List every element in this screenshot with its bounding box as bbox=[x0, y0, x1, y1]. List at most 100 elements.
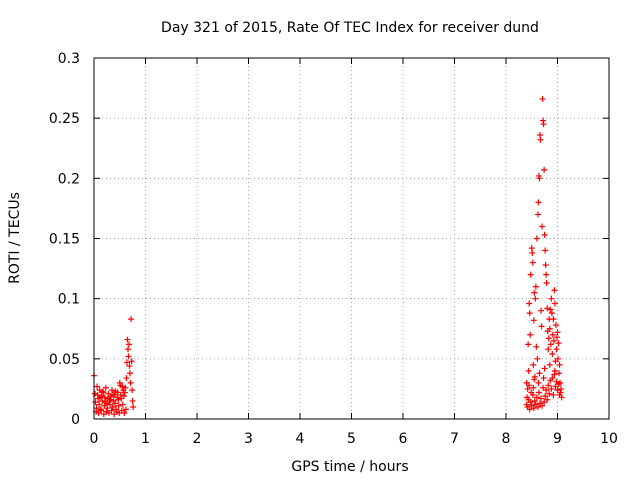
data-point bbox=[130, 403, 137, 410]
data-point bbox=[531, 289, 538, 296]
data-point bbox=[527, 399, 534, 406]
data-point bbox=[556, 391, 563, 398]
x-tick-label: 0 bbox=[90, 431, 99, 447]
data-point bbox=[529, 249, 536, 256]
data-point bbox=[548, 295, 555, 302]
data-point bbox=[543, 387, 550, 394]
y-axis-label: ROTI / TECUs bbox=[7, 192, 23, 284]
data-point bbox=[539, 223, 546, 230]
data-point bbox=[117, 391, 124, 398]
data-point bbox=[541, 166, 548, 173]
data-point bbox=[526, 310, 533, 317]
data-point bbox=[94, 383, 101, 390]
data-point bbox=[554, 329, 561, 336]
data-point bbox=[104, 405, 111, 412]
data-point bbox=[97, 394, 104, 401]
data-point bbox=[115, 396, 122, 403]
data-point bbox=[96, 401, 103, 408]
data-point bbox=[548, 385, 555, 392]
data-point bbox=[108, 407, 115, 414]
data-point bbox=[546, 325, 553, 332]
data-point bbox=[538, 307, 545, 314]
data-point bbox=[554, 387, 561, 394]
data-point bbox=[125, 353, 132, 360]
data-point bbox=[109, 403, 116, 410]
x-tick-label: 6 bbox=[399, 431, 408, 447]
y-tick-label: 0.15 bbox=[49, 232, 80, 248]
data-point bbox=[540, 384, 547, 391]
data-point bbox=[115, 402, 122, 409]
data-point bbox=[535, 199, 542, 206]
data-point bbox=[551, 287, 558, 294]
data-point bbox=[555, 381, 562, 388]
data-point bbox=[540, 121, 547, 128]
data-point bbox=[529, 391, 536, 398]
data-point bbox=[550, 337, 557, 344]
data-point bbox=[541, 399, 548, 406]
data-point bbox=[549, 351, 556, 358]
data-point bbox=[546, 361, 553, 368]
data-point bbox=[547, 341, 554, 348]
data-point bbox=[109, 387, 116, 394]
data-point bbox=[99, 397, 106, 404]
data-point bbox=[120, 393, 127, 400]
y-tick-label: 0 bbox=[71, 412, 80, 428]
data-point bbox=[530, 405, 537, 412]
x-tick-label: 1 bbox=[141, 431, 150, 447]
data-point bbox=[550, 316, 557, 323]
data-point bbox=[127, 379, 134, 386]
y-tick-labels: 0 0.05 0.1 0.15 0.2 0.25 0.3 bbox=[49, 51, 80, 428]
data-point bbox=[552, 322, 559, 329]
data-point bbox=[553, 346, 560, 353]
data-point bbox=[540, 375, 547, 382]
data-point bbox=[555, 355, 562, 362]
y-tick-label: 0.3 bbox=[58, 51, 80, 67]
data-point bbox=[112, 388, 119, 395]
data-point bbox=[99, 388, 106, 395]
data-point bbox=[123, 375, 130, 382]
data-point bbox=[530, 361, 537, 368]
data-point bbox=[544, 305, 551, 312]
data-point bbox=[545, 346, 552, 353]
data-point bbox=[126, 363, 133, 370]
data-point bbox=[533, 235, 540, 242]
data-point bbox=[119, 383, 126, 390]
chart-title: Day 321 of 2015, Rate Of TEC Index for r… bbox=[161, 20, 539, 36]
data-point bbox=[534, 211, 541, 218]
grid-lines bbox=[94, 58, 609, 419]
data-point bbox=[544, 396, 551, 403]
data-point bbox=[129, 397, 136, 404]
data-point bbox=[524, 385, 531, 392]
data-point bbox=[546, 390, 553, 397]
data-point bbox=[525, 367, 532, 374]
data-points bbox=[91, 95, 565, 418]
data-point bbox=[552, 383, 559, 390]
data-point bbox=[533, 394, 540, 401]
data-point bbox=[542, 393, 549, 400]
data-point bbox=[534, 355, 541, 362]
y-tick-label: 0.25 bbox=[49, 111, 80, 127]
data-point bbox=[102, 399, 109, 406]
data-point bbox=[539, 402, 546, 409]
data-point bbox=[549, 331, 556, 338]
data-point bbox=[112, 400, 119, 407]
y-tick-label: 0.1 bbox=[58, 292, 80, 308]
data-point bbox=[122, 406, 129, 413]
data-point bbox=[102, 384, 109, 391]
data-point bbox=[558, 385, 565, 392]
data-point bbox=[535, 379, 542, 386]
data-point bbox=[530, 317, 537, 324]
x-axis-label: GPS time / hours bbox=[291, 459, 408, 475]
data-point bbox=[527, 271, 534, 278]
data-point bbox=[537, 136, 544, 143]
data-point bbox=[128, 316, 135, 323]
axis-ticks bbox=[93, 57, 610, 420]
data-point bbox=[538, 395, 545, 402]
x-tick-label: 5 bbox=[347, 431, 356, 447]
data-point bbox=[123, 359, 130, 366]
data-point bbox=[121, 409, 128, 416]
data-point bbox=[551, 300, 558, 307]
data-point bbox=[538, 323, 545, 330]
data-point bbox=[532, 295, 539, 302]
